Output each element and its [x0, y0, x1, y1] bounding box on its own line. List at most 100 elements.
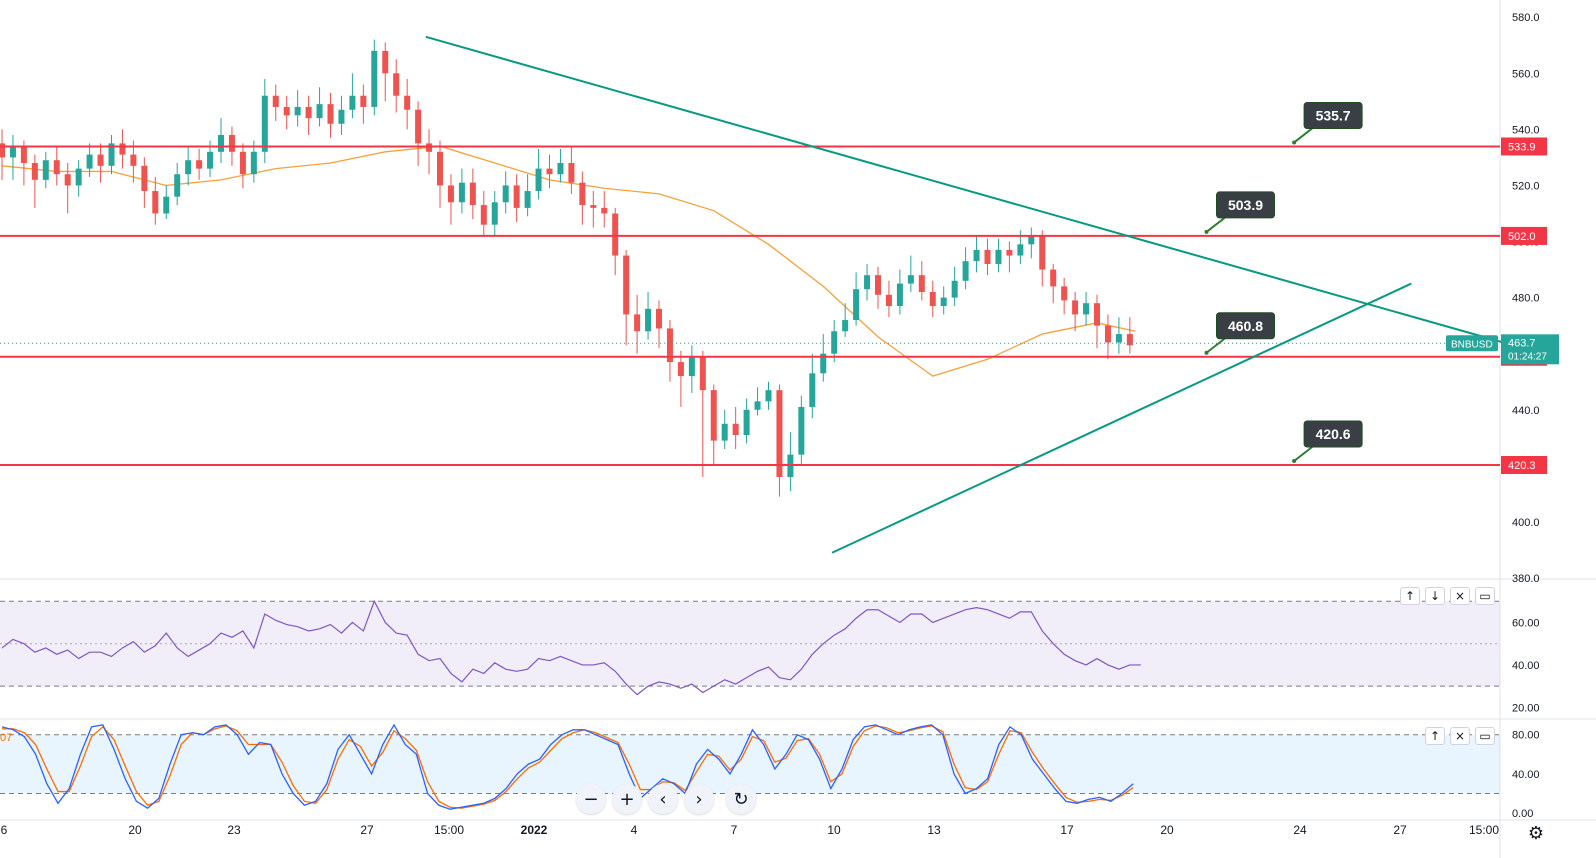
- candle-body: [20, 146, 27, 164]
- stoch-move-up-button[interactable]: ↑: [1425, 727, 1445, 745]
- candle-body: [1028, 235, 1035, 245]
- stoch-d-line: [2, 725, 1134, 809]
- callout-pointer: [1293, 446, 1313, 462]
- rsi-close-button[interactable]: ×: [1450, 587, 1470, 605]
- zoom-toolbar: − + ‹ › ↻: [576, 784, 756, 814]
- candle-body: [535, 168, 542, 192]
- zoom-in-icon[interactable]: +: [612, 784, 642, 814]
- candle-body: [875, 275, 881, 295]
- candle-body: [688, 356, 695, 377]
- candle-body: [699, 356, 706, 391]
- candle-body: [327, 104, 334, 124]
- level-price-label-bg: [1501, 137, 1547, 156]
- indicator-lines: [1, 599, 1141, 810]
- candle-body: [754, 401, 761, 410]
- candle-body: [64, 174, 71, 186]
- stoch-close-button[interactable]: ×: [1450, 727, 1470, 745]
- symbol-label-text: BNBUSD: [1451, 339, 1493, 350]
- candle-body: [984, 249, 991, 264]
- candle-body: [294, 106, 301, 116]
- symbol-label: BNBUSD: [1446, 335, 1498, 352]
- candle-body: [590, 205, 597, 208]
- candle-body: [1104, 325, 1111, 343]
- rsi-move-up-button[interactable]: ↑: [1400, 587, 1420, 605]
- price-tick-label: 380.0: [1512, 573, 1540, 585]
- candle-body: [0, 143, 5, 158]
- time-tick-label: 17: [1060, 823, 1074, 837]
- price-callout: 420.6: [1292, 420, 1363, 464]
- candle-body: [75, 168, 82, 186]
- candle-body: [130, 154, 137, 166]
- candle-body: [1050, 269, 1057, 287]
- candle-body: [97, 154, 104, 166]
- time-tick-label: 13: [927, 823, 941, 837]
- scroll-right-icon[interactable]: ›: [684, 784, 714, 814]
- candle-body: [601, 207, 608, 214]
- candle-body: [316, 104, 323, 119]
- candle-body: [743, 409, 750, 435]
- candle-body: [447, 185, 454, 203]
- callout-label: 503.9: [1228, 197, 1263, 213]
- level-price-label: 533.9: [1501, 137, 1547, 156]
- level-price-label-bg: [1501, 456, 1547, 475]
- candle-body: [765, 390, 772, 402]
- candle-body: [929, 292, 936, 307]
- callout-anchor: [1292, 140, 1297, 145]
- level-price-label: 502.0: [1501, 226, 1547, 245]
- reset-chart-icon[interactable]: ↻: [726, 784, 756, 814]
- candle-body: [382, 50, 389, 74]
- stoch-tick-label: 40.00: [1512, 769, 1540, 781]
- callout-pointer: [1205, 217, 1226, 233]
- time-tick-label: 15:00: [434, 823, 464, 837]
- candle-body: [951, 280, 958, 298]
- stoch-tick-label: 80.00: [1512, 730, 1540, 742]
- candle-body: [1006, 249, 1013, 256]
- candle-body: [53, 160, 60, 175]
- candle-body: [480, 205, 487, 225]
- candle-body: [1017, 244, 1024, 256]
- stoch-maximize-button[interactable]: ▭: [1475, 727, 1495, 745]
- candle-body: [579, 182, 586, 206]
- time-tick-label: 27: [1393, 823, 1407, 837]
- candle-body: [228, 134, 235, 152]
- callout-box: [1303, 420, 1363, 448]
- callout-label: 420.6: [1316, 426, 1351, 442]
- candle-body: [798, 406, 805, 455]
- candle-body: [809, 373, 816, 407]
- price-tick-label: 400.0: [1512, 517, 1540, 529]
- time-tick-label: 24: [1293, 823, 1307, 837]
- candle-body: [261, 95, 268, 152]
- last-price-label: 463.7 01:24:27: [1501, 334, 1559, 365]
- time-tick-label: 20: [128, 823, 142, 837]
- rsi-move-down-button[interactable]: ↓: [1425, 587, 1445, 605]
- candle-body: [371, 50, 378, 107]
- stoch-k-line: [1, 723, 1134, 810]
- candle-body: [185, 160, 192, 175]
- time-tick-label: 4: [631, 823, 638, 837]
- candle-body: [42, 160, 49, 180]
- last-price-countdown: 01:24:27: [1508, 351, 1547, 362]
- level-price-label: 420.3: [1501, 456, 1547, 475]
- settings-gear-icon[interactable]: ⚙: [1527, 822, 1545, 844]
- price-callouts: 535.7 503.9 460.8 420.6: [1204, 101, 1363, 464]
- candle-body: [864, 275, 871, 290]
- rsi-tick-label: 20.00: [1512, 702, 1540, 714]
- time-tick-label: 7: [731, 823, 738, 837]
- rsi-tick-label: 40.00: [1512, 660, 1540, 672]
- price-tick-label: 540.0: [1512, 124, 1540, 136]
- candle-body: [272, 95, 279, 107]
- zoom-out-icon[interactable]: −: [576, 784, 606, 814]
- candle-body: [513, 185, 520, 208]
- scroll-left-icon[interactable]: ‹: [648, 784, 678, 814]
- time-tick-label: 20: [1160, 823, 1174, 837]
- trendline-descending: [425, 35, 1514, 347]
- callout-label: 460.8: [1228, 318, 1263, 334]
- candle-body: [1083, 303, 1090, 315]
- candle-body: [458, 182, 465, 203]
- price-tick-label: 580.0: [1512, 12, 1540, 24]
- rsi-maximize-button[interactable]: ▭: [1475, 587, 1495, 605]
- callout-anchor: [1204, 229, 1209, 234]
